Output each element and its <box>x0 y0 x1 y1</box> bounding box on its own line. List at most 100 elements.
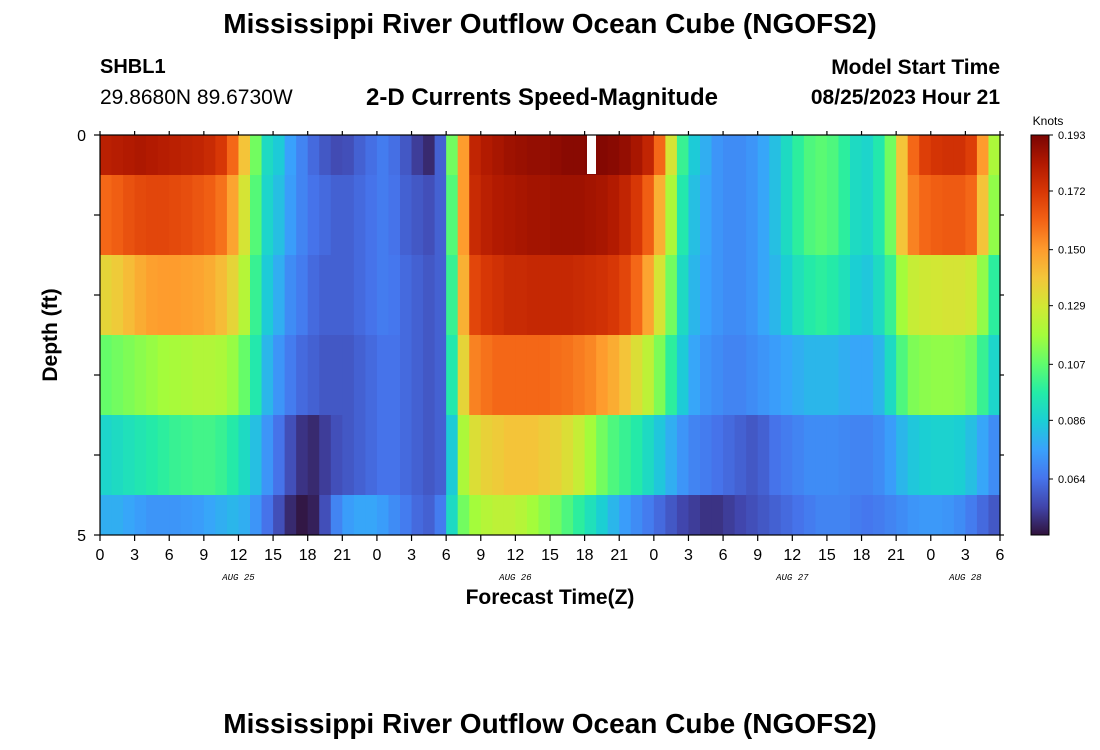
heatmap-cell <box>376 135 390 175</box>
heatmap-cell <box>446 415 459 495</box>
heatmap-cell <box>930 495 943 535</box>
heatmap-cell <box>792 415 805 495</box>
heatmap-cell <box>896 335 909 415</box>
heatmap-cell <box>953 335 966 415</box>
heatmap-cell <box>376 495 390 535</box>
heatmap-cell <box>607 415 620 495</box>
heatmap-cell <box>861 335 874 415</box>
heatmap-cell <box>723 335 736 415</box>
heatmap-cell <box>850 335 863 415</box>
heatmap-cell <box>850 415 863 495</box>
heatmap-cell <box>180 255 193 335</box>
heatmap-cell <box>330 415 343 495</box>
heatmap-cell <box>146 415 159 495</box>
heatmap-cell <box>180 335 193 415</box>
date-label: AUG 27 <box>775 573 809 583</box>
heatmap-cell <box>515 255 528 335</box>
heatmap-cell <box>896 415 909 495</box>
heatmap-cell <box>815 415 828 495</box>
heatmap-cell <box>215 415 228 495</box>
heatmap-cell <box>826 335 840 415</box>
heatmap-cell <box>561 335 574 415</box>
heatmap-cell <box>192 335 205 415</box>
x-tick-label: 18 <box>299 547 317 564</box>
heatmap-cell <box>884 335 897 415</box>
heatmap-cell <box>746 335 759 415</box>
heatmap-cell <box>815 135 828 175</box>
heatmap-cell <box>688 415 701 495</box>
heatmap-cell <box>953 495 966 535</box>
heatmap-cell <box>688 495 701 535</box>
heatmap-cell <box>146 175 159 255</box>
heatmap-cell <box>503 415 516 495</box>
heatmap-cell <box>550 175 563 255</box>
heatmap-cell <box>734 255 747 335</box>
heatmap-cell <box>307 175 320 255</box>
heatmap-cell <box>146 495 159 535</box>
heatmap-cell <box>838 175 851 255</box>
heatmap-cell <box>746 255 759 335</box>
heatmap-cell <box>873 495 886 535</box>
heatmap-cell <box>930 175 943 255</box>
heatmap-cell <box>642 335 655 415</box>
heatmap-cell <box>192 415 205 495</box>
heatmap-cell <box>734 495 747 535</box>
heatmap-cell <box>550 255 563 335</box>
heatmap-cell <box>596 255 609 335</box>
heatmap-cell <box>630 175 643 255</box>
heatmap-cell <box>988 135 1001 175</box>
x-tick-label: 9 <box>199 547 208 564</box>
heatmap-cell <box>907 415 920 495</box>
heatmap-cell <box>261 335 274 415</box>
heatmap-cell <box>884 175 897 255</box>
heatmap-cell <box>873 135 886 175</box>
x-tick-label: 12 <box>783 547 801 564</box>
x-tick-label: 15 <box>264 547 282 564</box>
x-tick-label: 12 <box>230 547 248 564</box>
heatmap-cell <box>480 335 493 415</box>
heatmap-cell <box>111 255 124 335</box>
heatmap-cell <box>284 255 297 335</box>
heatmap-cell <box>446 495 459 535</box>
heatmap-cell <box>838 135 851 175</box>
heatmap-cell <box>757 175 770 255</box>
heatmap-cell <box>676 495 690 535</box>
heatmap-cell <box>780 255 793 335</box>
heatmap-cell <box>469 175 482 255</box>
heatmap-cell <box>353 495 366 535</box>
heatmap-cell <box>723 415 736 495</box>
heatmap-cell <box>446 135 459 175</box>
x-tick-label: 15 <box>541 547 559 564</box>
heatmap-cell <box>480 495 493 535</box>
heatmap-cell <box>400 495 413 535</box>
heatmap-cell <box>561 255 574 335</box>
heatmap-cell <box>550 135 563 175</box>
heatmap-cell <box>976 415 990 495</box>
heatmap-cell <box>573 335 586 415</box>
heatmap-cell <box>400 255 413 335</box>
heatmap-cell <box>780 175 793 255</box>
heatmap-cell <box>815 175 828 255</box>
heatmap-cell <box>434 415 447 495</box>
heatmap-cell <box>596 495 609 535</box>
heatmap-cell <box>803 135 816 175</box>
heatmap-cell <box>700 135 713 175</box>
heatmap-cell <box>723 255 736 335</box>
heatmap-cell <box>388 335 401 415</box>
heatmap-cell <box>538 255 551 335</box>
heatmap-cell <box>273 335 286 415</box>
heatmap-cell <box>273 175 286 255</box>
heatmap-cell <box>873 175 886 255</box>
heatmap-cell <box>538 335 551 415</box>
colorbar-tick-label: 0.064 <box>1058 474 1086 486</box>
heatmap-cell <box>296 175 309 255</box>
heatmap-cell <box>284 335 297 415</box>
x-tick-label: 9 <box>476 547 485 564</box>
heatmap-cell <box>330 255 343 335</box>
heatmap-cell <box>365 335 378 415</box>
heatmap-cell <box>907 175 920 255</box>
heatmap-cell <box>711 135 724 175</box>
heatmap-cell <box>157 175 170 255</box>
heatmap-cell <box>169 495 182 535</box>
heatmap-cell <box>826 135 840 175</box>
